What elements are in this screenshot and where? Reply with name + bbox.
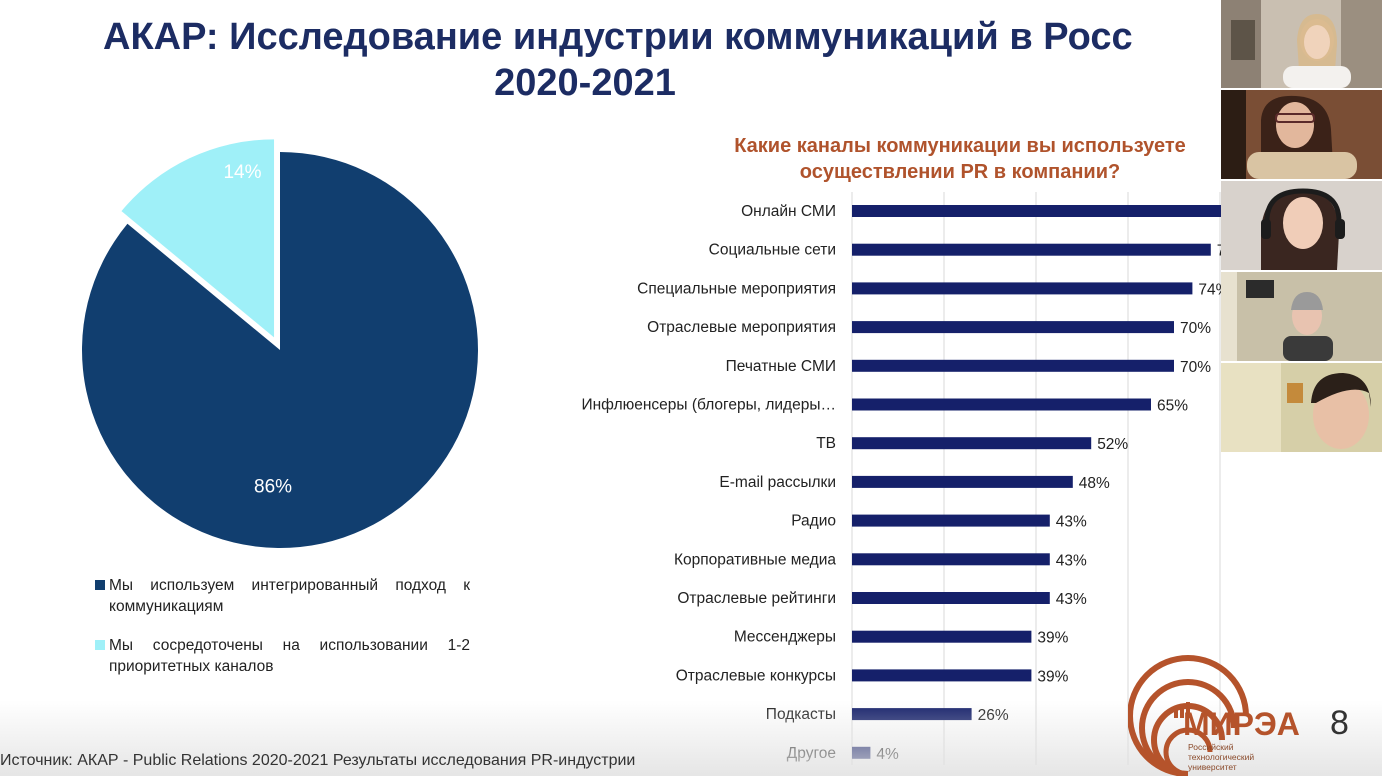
bar-category-label: Специальные мероприятия xyxy=(637,280,836,297)
bar xyxy=(852,282,1193,295)
video-tile-participant-1[interactable] xyxy=(1221,0,1382,88)
slide-title-line-1: АКАР: Исследование индустрии коммуникаци… xyxy=(103,16,1133,58)
bar xyxy=(852,592,1050,604)
legend-item-integrated: Мы используем интегрированный подход к к… xyxy=(95,575,470,617)
video-tile-participant-3[interactable] xyxy=(1221,181,1382,270)
slide-title: АКАР: Исследование индустрии коммуникаци… xyxy=(0,14,1382,106)
bar xyxy=(852,475,1073,488)
participant-3-video xyxy=(1221,181,1382,270)
page-number: 8 xyxy=(1330,704,1349,742)
bar-chart-title-line-2: осуществлении PR в компании? xyxy=(799,161,1121,183)
bar-category-label: Отраслевые рейтинги xyxy=(677,590,836,607)
bar-chart-title-line-1: Какие каналы коммуникации вы используете xyxy=(734,135,1186,157)
logo-subtitle-line-1: Российский xyxy=(1188,742,1234,752)
bar-category-label: Радио xyxy=(791,513,836,530)
bar-value-label: 43% xyxy=(1056,552,1087,569)
bar-category-label: ТВ xyxy=(816,435,836,452)
bar-value-label: 70% xyxy=(1180,359,1211,376)
pie-chart: 86% 14% xyxy=(70,120,490,560)
bar xyxy=(852,553,1050,566)
bar-category-label: Инфлюенсеры (блогеры, лидеры… xyxy=(581,397,836,414)
bar-category-label: Онлайн СМИ xyxy=(741,203,836,220)
bar-value-label: 43% xyxy=(1056,591,1087,608)
legend-swatch-light xyxy=(95,640,105,650)
bar-chart-title: Какие каналы коммуникации вы используете… xyxy=(690,133,1230,185)
legend-item-priority-channels: Мы сосредоточены на использовании 1-2 пр… xyxy=(95,635,470,677)
bar xyxy=(852,205,1240,217)
bar-value-label: 39% xyxy=(1037,630,1068,647)
video-tile-participant-2[interactable] xyxy=(1221,90,1382,179)
logo-subtitle: Российский технологический университет xyxy=(1188,742,1254,772)
slide-title-line-2: 2020-2021 xyxy=(494,62,676,104)
bar xyxy=(852,243,1211,256)
legend-label-priority-channels: Мы сосредоточены на использовании 1-2 пр… xyxy=(109,637,470,675)
logo-subtitle-line-2: технологический xyxy=(1188,752,1255,762)
bar-value-label: 70% xyxy=(1180,320,1211,337)
pie-label-integrated: 86% xyxy=(254,476,292,497)
bar xyxy=(852,669,1032,682)
video-tile-participant-5[interactable] xyxy=(1221,363,1382,452)
participant-4-video xyxy=(1221,272,1382,361)
legend-swatch-navy xyxy=(95,580,105,590)
pie-slice-priority-channels xyxy=(121,139,275,338)
bar-category-label: Мессенджеры xyxy=(734,629,836,646)
pie-chart-svg: 86% 14% xyxy=(82,139,478,548)
participant-1-video xyxy=(1221,0,1382,88)
pie-legend: Мы используем интегрированный подход к к… xyxy=(95,575,470,695)
bar xyxy=(852,321,1174,334)
bar xyxy=(852,359,1174,372)
bar-value-label: 39% xyxy=(1037,668,1068,685)
participant-5-video xyxy=(1221,363,1382,452)
pie-slice-integrated xyxy=(82,152,478,548)
bar-value-label: 43% xyxy=(1056,514,1087,531)
participant-2-video xyxy=(1221,90,1382,179)
video-tile-participant-4[interactable] xyxy=(1221,272,1382,361)
bar xyxy=(852,514,1050,527)
bar-value-label: 65% xyxy=(1157,398,1188,415)
bar-category-label: Корпоративные медиа xyxy=(674,551,836,568)
pie-label-priority-channels: 14% xyxy=(223,162,261,183)
bar-category-label: Отраслевые конкурсы xyxy=(676,667,836,684)
video-participants-strip xyxy=(1221,0,1382,452)
bar xyxy=(852,398,1151,411)
bar-value-label: 48% xyxy=(1079,475,1110,492)
bar-category-label: Отраслевые мероприятия xyxy=(647,319,836,336)
bar-category-label: Социальные сети xyxy=(709,242,836,259)
bar xyxy=(852,630,1032,643)
bar-category-label: E-mail рассылки xyxy=(719,474,836,491)
bar xyxy=(852,437,1092,450)
bar-category-label: Печатные СМИ xyxy=(726,358,836,375)
legend-label-integrated: Мы используем интегрированный подход к к… xyxy=(109,577,470,615)
source-note: Источник: АКАР - Public Relations 2020-2… xyxy=(0,752,636,769)
mirea-logo-icon xyxy=(1128,655,1249,776)
logo-subtitle-line-3: университет xyxy=(1188,762,1237,772)
logo-wordmark: МИРЭА xyxy=(1183,706,1300,742)
bar-value-label: 52% xyxy=(1097,436,1128,453)
